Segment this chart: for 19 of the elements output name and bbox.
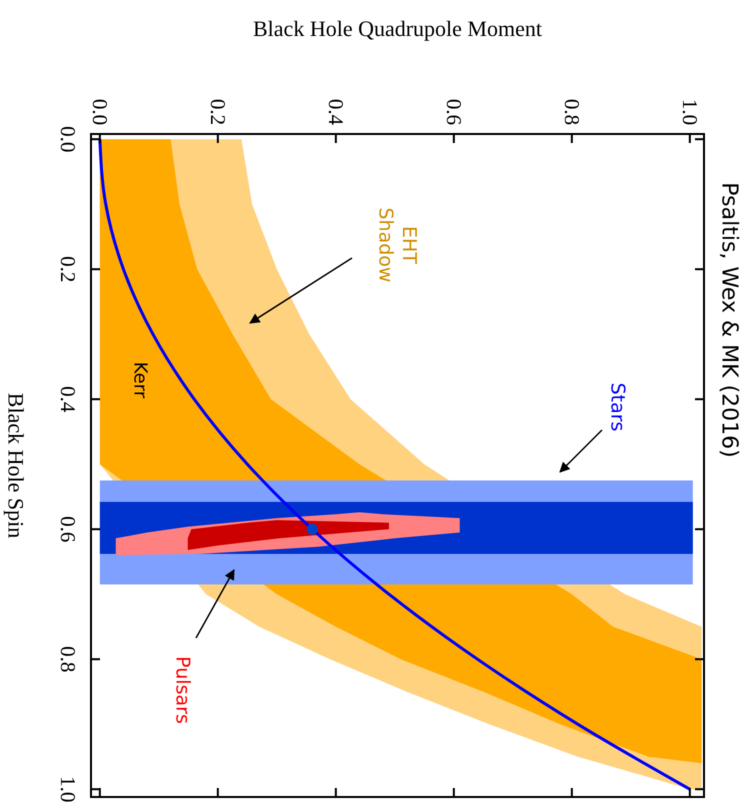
y-tick-label: 1.0 <box>56 776 80 802</box>
x-tick-label: 0.6 <box>442 98 466 126</box>
x-tick-label: 0.2 <box>206 98 230 126</box>
y-tick-label: 0.6 <box>56 516 80 542</box>
x-axis-title: Black Hole Quadrupole Moment <box>253 16 542 41</box>
x-tick-label: 0.4 <box>324 98 348 126</box>
annotation: Stars <box>606 382 628 432</box>
y-tick-label: 0.0 <box>56 126 80 152</box>
annotation: Pulsars <box>171 656 194 724</box>
annotation: EHT Shadow <box>374 208 420 282</box>
text: Psaltis, Wex & MK (2016) <box>716 182 742 458</box>
text: Kerr <box>130 362 150 399</box>
x-tick-label: 0.0 <box>88 98 112 126</box>
x-tick-label: 1.0 <box>678 98 702 126</box>
y-axis-title: Black Hole Spin <box>4 392 28 538</box>
y-tick-label: 0.4 <box>56 386 80 413</box>
y-tick-label: 0.8 <box>56 646 80 672</box>
y-tick-label: 0.2 <box>56 256 80 282</box>
x-tick-label: 0.8 <box>560 98 584 126</box>
